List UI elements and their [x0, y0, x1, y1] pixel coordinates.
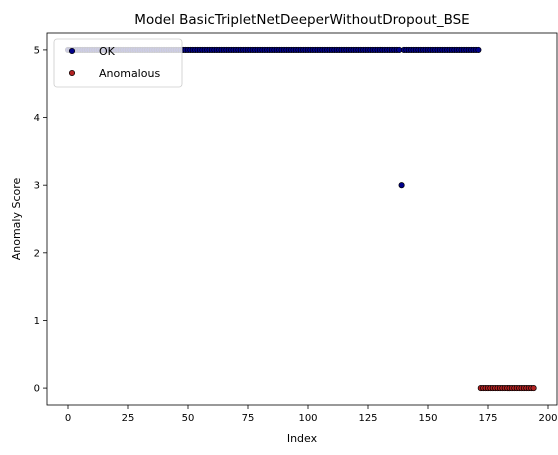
y-tick-label: 1 [34, 316, 40, 327]
x-tick-label: 200 [538, 413, 557, 424]
x-tick-label: 75 [242, 413, 255, 424]
point-ok [475, 46, 482, 53]
axes: 0 25 50 75 100 125 150 175 200 0 1 2 3 4 5 [34, 32, 558, 424]
legend-marker [68, 47, 76, 55]
x-axis-label: Index [287, 432, 318, 445]
x-tick-label: 50 [182, 413, 195, 424]
y-tick-label: 3 [34, 181, 40, 192]
chart-title: Model BasicTripletNetDeeperWithoutDropou… [134, 12, 469, 28]
point-anomalous [530, 385, 537, 392]
y-tick-label: 2 [34, 248, 40, 259]
legend-marker [68, 69, 76, 77]
x-tick-label: 0 [65, 413, 71, 424]
y-tick-label: 0 [34, 384, 40, 395]
x-tick-label: 125 [358, 413, 377, 424]
x-tick-label: 25 [122, 413, 135, 424]
x-tick-label: 100 [298, 413, 317, 424]
legend: OK Anomalous [53, 38, 183, 88]
x-tick-label: 175 [478, 413, 497, 424]
legend-label: Anomalous [99, 67, 160, 80]
point-ok [398, 182, 405, 189]
y-tick-label: 5 [34, 45, 40, 56]
plot-frame [46, 32, 558, 406]
legend-box [53, 38, 183, 88]
legend-label: OK [99, 45, 116, 58]
y-tick-label: 4 [34, 113, 40, 124]
x-tick-label: 150 [418, 413, 437, 424]
y-axis-label: Anomaly Score [10, 177, 23, 260]
